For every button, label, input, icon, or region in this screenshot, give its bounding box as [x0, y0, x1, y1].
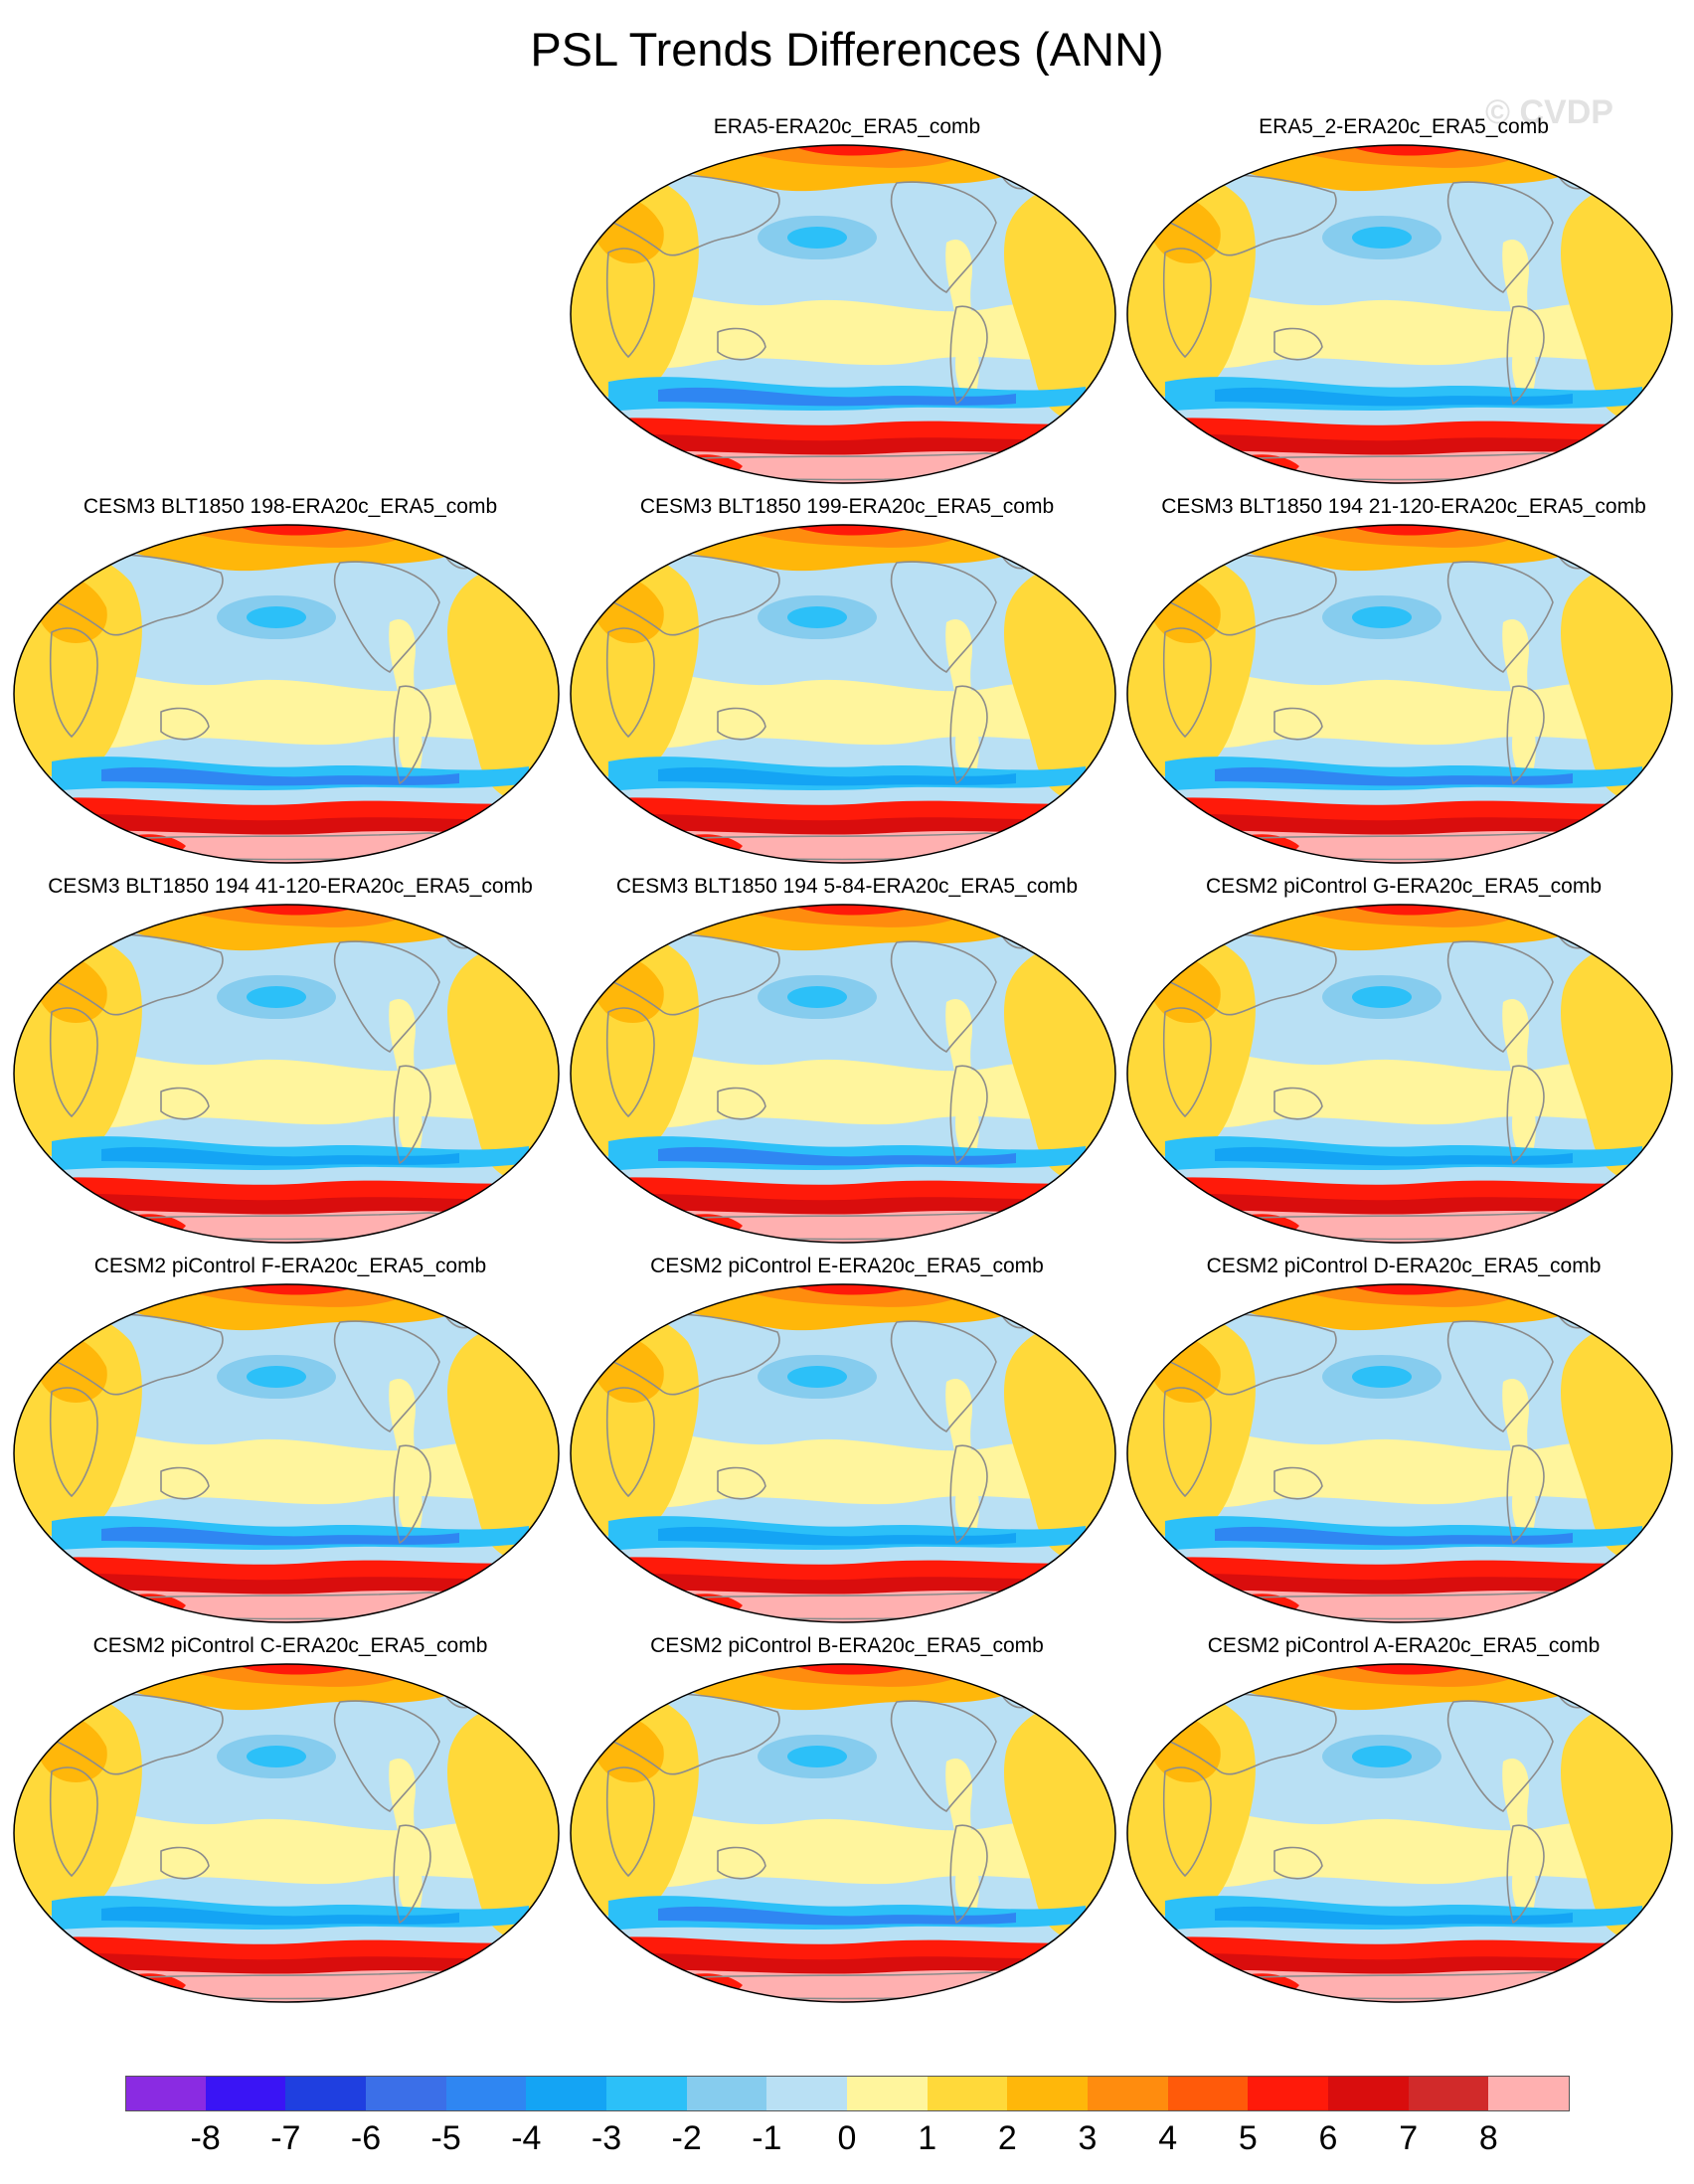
colorbar-tick-label: 2 — [997, 2119, 1017, 2157]
colorbar-swatch — [205, 2076, 287, 2111]
map-panel: CESM3 BLT1850 194 5-84-ERA20c_ERA5_comb — [569, 875, 1125, 1255]
psl-trend-map — [1126, 144, 1673, 484]
psl-trend-map — [13, 524, 560, 864]
colorbar: -8 -7 -6 -5 -4 -3 -2 -1 0 1 2 3 4 5 6 7 8 — [0, 2076, 1694, 2175]
colorbar-tick-label: 6 — [1318, 2119, 1338, 2157]
panel-title: CESM2 piControl A-ERA20c_ERA5_comb — [1207, 1634, 1601, 1657]
psl-trend-map — [570, 524, 1116, 864]
colorbar-swatch — [125, 2076, 208, 2111]
colorbar-tick-label: 1 — [918, 2119, 937, 2157]
psl-trend-map — [570, 1283, 1116, 1623]
colorbar-swatch — [766, 2076, 848, 2111]
colorbar-swatch — [1248, 2076, 1329, 2111]
panel-title: CESM3 BLT1850 198-ERA20c_ERA5_comb — [83, 495, 498, 518]
colorbar-swatch — [1408, 2076, 1490, 2111]
panel-title: CESM3 BLT1850 194 5-84-ERA20c_ERA5_comb — [615, 875, 1079, 898]
colorbar-tick-label: 0 — [837, 2119, 857, 2157]
colorbar-swatch — [366, 2076, 447, 2111]
panel-title: CESM3 BLT1850 199-ERA20c_ERA5_comb — [639, 495, 1055, 518]
map-panel: CESM2 piControl G-ERA20c_ERA5_comb — [1125, 875, 1682, 1255]
colorbar-tick-label: -6 — [350, 2119, 382, 2157]
map-panel: CESM2 piControl B-ERA20c_ERA5_comb — [569, 1634, 1125, 2014]
panel-title: CESM2 piControl D-ERA20c_ERA5_comb — [1206, 1255, 1602, 1277]
psl-trend-map — [570, 1663, 1116, 2003]
psl-trend-map — [1126, 1283, 1673, 1623]
colorbar-swatch — [526, 2076, 607, 2111]
colorbar-tick-label: -7 — [270, 2119, 301, 2157]
colorbar-tick-label: -4 — [511, 2119, 542, 2157]
panel-title: CESM2 piControl B-ERA20c_ERA5_comb — [650, 1634, 1044, 1657]
colorbar-tick-label: -8 — [190, 2119, 221, 2157]
cvdp-watermark: © CVDP — [1485, 93, 1613, 131]
colorbar-swatch — [927, 2076, 1009, 2111]
map-panel: CESM3 BLT1850 198-ERA20c_ERA5_comb — [12, 495, 569, 875]
colorbar-tick-label: 5 — [1238, 2119, 1258, 2157]
map-panel: ERA5_2-ERA20c_ERA5_comb — [1125, 115, 1682, 495]
colorbar-swatch — [606, 2076, 688, 2111]
panel-title: CESM2 piControl F-ERA20c_ERA5_comb — [93, 1255, 487, 1277]
psl-trend-map — [570, 144, 1116, 484]
psl-trend-map — [13, 1663, 560, 2003]
map-panel: CESM3 BLT1850 199-ERA20c_ERA5_comb — [569, 495, 1125, 875]
map-panel: CESM2 piControl F-ERA20c_ERA5_comb — [12, 1255, 569, 1634]
psl-trend-map — [1126, 904, 1673, 1244]
panel-title: CESM3 BLT1850 194 41-120-ERA20c_ERA5_com… — [48, 875, 533, 898]
psl-trend-map — [13, 1283, 560, 1623]
colorbar-swatch — [1167, 2076, 1250, 2111]
psl-trend-map — [1126, 524, 1673, 864]
colorbar-swatch — [1328, 2076, 1410, 2111]
colorbar-tick-label: -5 — [430, 2119, 461, 2157]
panel-title: ERA5-ERA20c_ERA5_comb — [713, 115, 981, 138]
colorbar-tick-label: -2 — [671, 2119, 702, 2157]
map-panel: CESM2 piControl E-ERA20c_ERA5_comb — [569, 1255, 1125, 1634]
colorbar-tick-label: 8 — [1478, 2119, 1498, 2157]
colorbar-tick-label: -1 — [752, 2119, 782, 2157]
panel-title: CESM3 BLT1850 194 21-120-ERA20c_ERA5_com… — [1161, 495, 1646, 518]
map-panel: ERA5-ERA20c_ERA5_comb — [569, 115, 1125, 495]
panel-title: ERA5_2-ERA20c_ERA5_comb — [1259, 115, 1549, 138]
colorbar-tick-label: -3 — [591, 2119, 622, 2157]
panel-title: CESM2 piControl G-ERA20c_ERA5_comb — [1206, 875, 1602, 898]
map-panel: CESM3 BLT1850 194 41-120-ERA20c_ERA5_com… — [12, 875, 569, 1255]
colorbar-tick-label: 4 — [1158, 2119, 1178, 2157]
page-title: PSL Trends Differences (ANN) — [530, 23, 1164, 76]
map-panel: CESM3 BLT1850 194 21-120-ERA20c_ERA5_com… — [1125, 495, 1682, 875]
psl-trend-map — [1126, 1663, 1673, 2003]
colorbar-swatch — [285, 2076, 367, 2111]
colorbar-swatch — [1488, 2076, 1570, 2111]
map-panel: CESM2 piControl D-ERA20c_ERA5_comb — [1125, 1255, 1682, 1634]
colorbar-swatch — [686, 2076, 768, 2111]
panel-title: CESM2 piControl C-ERA20c_ERA5_comb — [92, 1634, 488, 1657]
psl-trend-map — [13, 904, 560, 1244]
map-panel: CESM2 piControl C-ERA20c_ERA5_comb — [12, 1634, 569, 2014]
colorbar-swatch — [847, 2076, 929, 2111]
colorbar-tick-label: 7 — [1399, 2119, 1419, 2157]
colorbar-swatch — [1007, 2076, 1089, 2111]
colorbar-swatch — [1088, 2076, 1169, 2111]
panel-title: CESM2 piControl E-ERA20c_ERA5_comb — [650, 1255, 1044, 1277]
map-panel: CESM2 piControl A-ERA20c_ERA5_comb — [1125, 1634, 1682, 2014]
psl-trend-map — [570, 904, 1116, 1244]
colorbar-swatch — [445, 2076, 528, 2111]
colorbar-tick-label: 3 — [1078, 2119, 1098, 2157]
